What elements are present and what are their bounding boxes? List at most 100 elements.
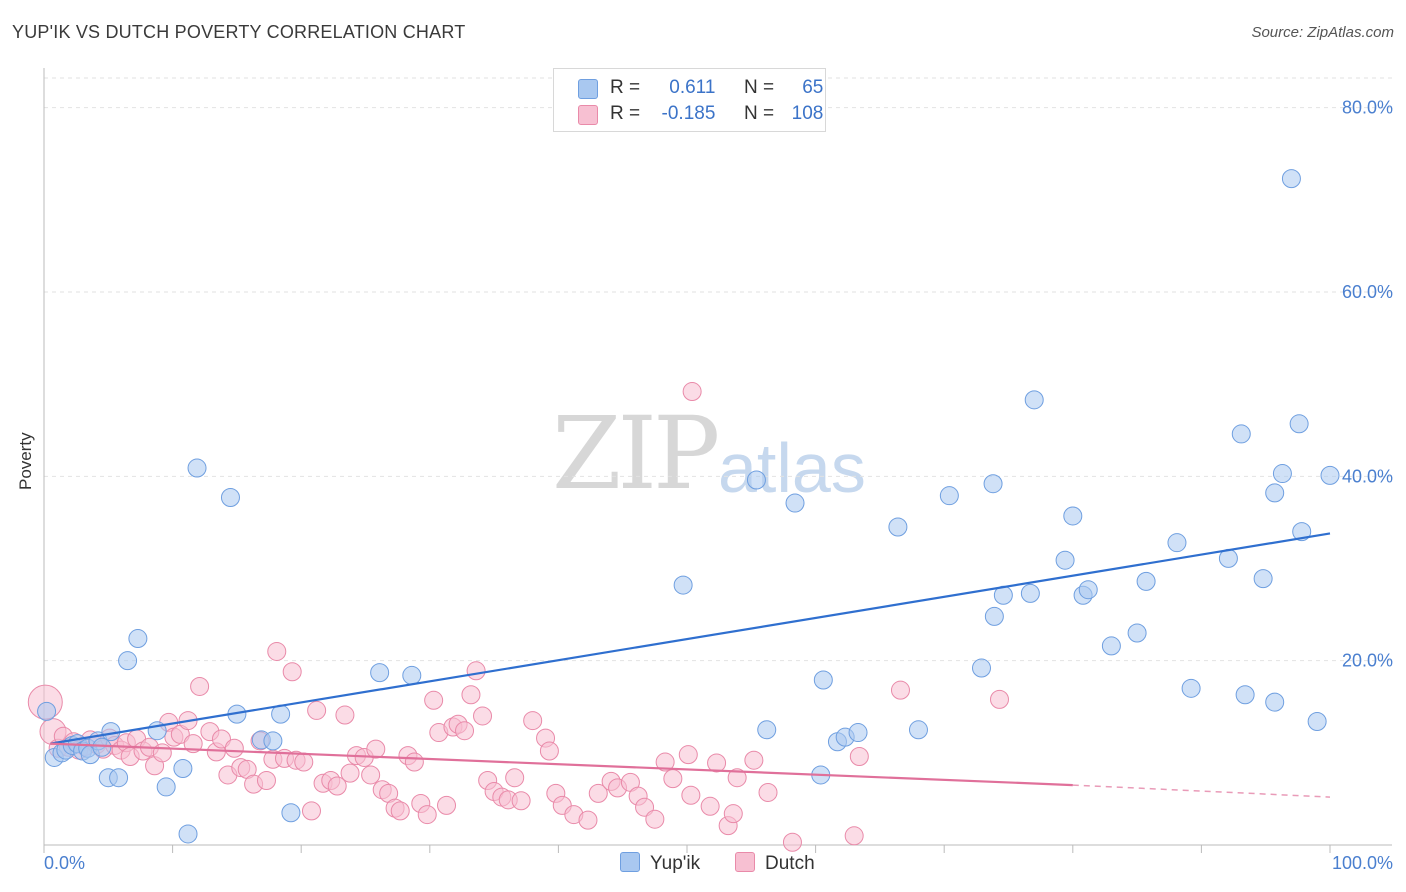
data-point bbox=[190, 676, 210, 696]
bottom-legend-label-dutch: Dutch bbox=[765, 853, 815, 874]
bottom-legend-label-yupik: Yup'ik bbox=[650, 853, 701, 874]
data-point bbox=[361, 765, 381, 785]
data-point bbox=[402, 665, 422, 685]
data-point bbox=[267, 641, 287, 661]
data-point bbox=[424, 690, 444, 710]
data-point bbox=[1272, 464, 1292, 484]
data-point bbox=[461, 685, 481, 705]
data-point bbox=[971, 658, 991, 678]
data-point bbox=[455, 721, 475, 741]
data-point bbox=[678, 745, 698, 765]
data-point bbox=[294, 752, 314, 772]
data-point bbox=[307, 700, 327, 720]
data-point bbox=[187, 458, 207, 478]
data-point bbox=[37, 701, 57, 721]
data-point bbox=[404, 752, 424, 772]
chart-title: YUP'IK VS DUTCH POVERTY CORRELATION CHAR… bbox=[12, 22, 466, 42]
data-point bbox=[707, 753, 727, 773]
data-point bbox=[437, 795, 457, 815]
r-label: R = bbox=[610, 103, 641, 124]
y-tick-label: 60.0% bbox=[1342, 282, 1393, 302]
data-point bbox=[727, 768, 747, 788]
legend-swatch-yupik bbox=[578, 79, 598, 99]
n-value: 65 bbox=[802, 77, 824, 98]
data-point bbox=[700, 796, 720, 816]
data-point bbox=[327, 776, 347, 796]
data-point bbox=[984, 606, 1004, 626]
data-point bbox=[224, 738, 244, 758]
data-point bbox=[746, 470, 766, 490]
watermark-atlas: atlas bbox=[718, 429, 866, 507]
data-point bbox=[939, 486, 959, 506]
data-point bbox=[118, 651, 138, 671]
y-tick-label: 40.0% bbox=[1342, 466, 1393, 486]
data-point bbox=[1078, 580, 1098, 600]
data-point bbox=[473, 706, 493, 726]
bottom-legend-swatch-yupik bbox=[620, 852, 640, 872]
data-point bbox=[723, 804, 743, 824]
y-tick-label: 20.0% bbox=[1342, 651, 1393, 671]
data-point bbox=[539, 741, 559, 761]
bottom-legend-swatch-dutch bbox=[735, 852, 755, 872]
data-point bbox=[1020, 583, 1040, 603]
data-point bbox=[263, 731, 283, 751]
data-point bbox=[744, 750, 764, 770]
data-point bbox=[1101, 636, 1121, 656]
bottom-legend-yupik: Yup'ik bbox=[620, 852, 700, 876]
data-point bbox=[256, 770, 276, 790]
legend-text-yupik: R = 0.611 N = 65 bbox=[610, 76, 823, 100]
data-point bbox=[211, 729, 231, 749]
data-point bbox=[183, 734, 203, 754]
data-point bbox=[1063, 506, 1083, 526]
data-point bbox=[156, 777, 176, 797]
data-point bbox=[1281, 169, 1301, 189]
data-point bbox=[813, 670, 833, 690]
trend-lines bbox=[50, 532, 1331, 798]
data-point bbox=[1307, 711, 1327, 731]
data-point bbox=[505, 768, 525, 788]
data-point bbox=[1231, 424, 1251, 444]
data-point bbox=[152, 743, 172, 763]
data-point bbox=[645, 809, 665, 829]
data-point bbox=[758, 782, 778, 802]
data-point bbox=[466, 661, 486, 681]
data-point bbox=[366, 739, 386, 759]
grid-lines bbox=[44, 77, 1392, 662]
data-point bbox=[1253, 569, 1273, 589]
data-point bbox=[908, 720, 928, 740]
legend-text-dutch: R = -0.185 N = 108 bbox=[610, 102, 823, 126]
data-point bbox=[340, 763, 360, 783]
trend-line-dutch-extrapolated bbox=[1072, 784, 1331, 798]
data-point bbox=[673, 575, 693, 595]
data-point bbox=[588, 783, 608, 803]
data-point bbox=[417, 805, 437, 825]
watermark-zip: ZIP bbox=[552, 395, 720, 512]
series-yupik bbox=[37, 169, 1340, 844]
data-point bbox=[1235, 685, 1255, 705]
data-point bbox=[1181, 678, 1201, 698]
data-point bbox=[655, 752, 675, 772]
axes bbox=[43, 68, 1392, 853]
data-point bbox=[890, 680, 910, 700]
bottom-legend-dutch: Dutch bbox=[735, 852, 815, 876]
x-tick-label-min: 0.0% bbox=[44, 853, 85, 873]
r-value: -0.185 bbox=[661, 103, 716, 124]
data-point bbox=[888, 517, 908, 537]
data-point bbox=[1265, 692, 1285, 712]
data-point bbox=[1320, 465, 1340, 485]
data-point bbox=[1289, 414, 1309, 434]
n-label: N = bbox=[743, 103, 775, 124]
data-point bbox=[178, 824, 198, 844]
data-point bbox=[1265, 483, 1285, 503]
data-point bbox=[109, 768, 129, 788]
r-label: R = bbox=[610, 77, 641, 98]
data-point bbox=[757, 720, 777, 740]
data-point bbox=[370, 663, 390, 683]
correlation-legend: R = 0.611 N = 65 R = -0.185 N = 108 bbox=[553, 68, 826, 132]
n-label: N = bbox=[743, 77, 775, 98]
data-point bbox=[782, 832, 802, 852]
data-point bbox=[989, 689, 1009, 709]
data-point bbox=[1136, 571, 1156, 591]
data-point bbox=[983, 474, 1003, 494]
